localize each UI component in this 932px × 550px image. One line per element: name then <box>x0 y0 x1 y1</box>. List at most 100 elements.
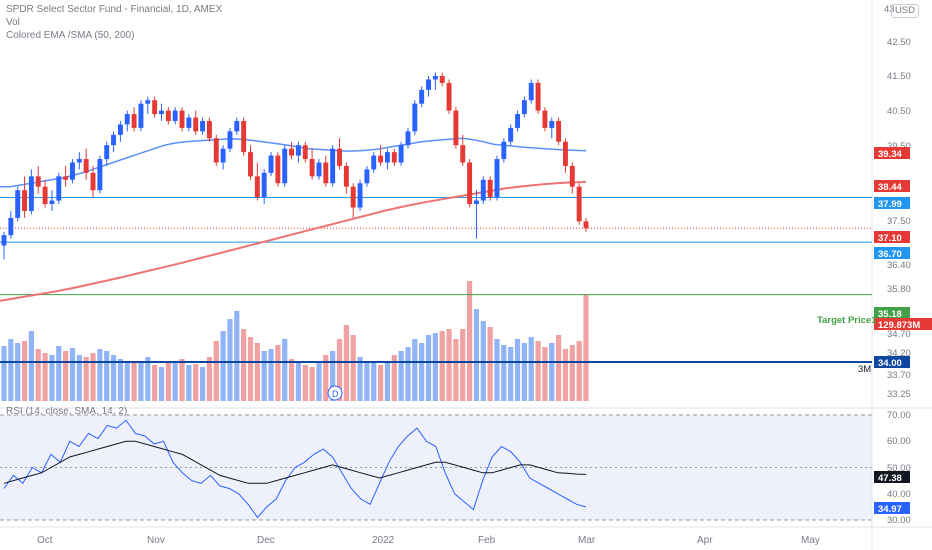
price-label-text: 37.99 <box>878 199 902 210</box>
candle-body <box>453 110 459 146</box>
candle-body <box>138 103 144 128</box>
price-tick: 34.70 <box>887 329 911 340</box>
candle-body <box>487 179 493 198</box>
candle-body <box>172 110 178 121</box>
price-label-text: 38.44 <box>878 182 902 193</box>
candle-body <box>254 176 260 198</box>
candle-body <box>56 176 62 201</box>
candle-body <box>480 179 486 201</box>
candle-body <box>378 155 384 163</box>
candle-body <box>330 148 336 184</box>
time-axis: Oct Nov Dec 2022 Feb Mar Apr May <box>37 535 820 546</box>
time-tick: 2022 <box>372 535 395 546</box>
price-label-box <box>874 318 932 330</box>
price-tick: 40.50 <box>887 106 911 117</box>
volume-bar <box>576 341 582 401</box>
volume-bar <box>501 345 507 401</box>
chart-legend: SPDR Select Sector Fund - Financial, 1D,… <box>6 3 222 42</box>
price-tick: 33.70 <box>887 370 911 381</box>
candle-body <box>28 176 34 211</box>
candle-body <box>227 131 233 149</box>
volume-bar <box>186 365 192 401</box>
top-price-label: 43 <box>884 4 895 15</box>
candle-body <box>145 100 151 104</box>
price-label-text: 36.70 <box>878 249 902 260</box>
candle-body <box>316 162 322 177</box>
price-label-box <box>874 307 910 319</box>
rsi-tick: 50.00 <box>887 463 911 474</box>
candle-body <box>186 117 192 128</box>
candle-body <box>542 110 548 128</box>
candle-body <box>576 186 582 222</box>
currency-button[interactable]: USD <box>890 4 919 18</box>
volume-bar <box>138 361 144 401</box>
volume-bar <box>1 346 7 401</box>
volume-bar <box>69 348 76 401</box>
time-tick: Apr <box>697 535 713 546</box>
volume-bar <box>583 295 589 401</box>
candle-body <box>124 114 130 125</box>
candle-body <box>268 155 274 173</box>
price-tick: 34.20 <box>887 348 911 359</box>
volume-bar <box>323 355 329 401</box>
volume-bar <box>220 331 226 401</box>
volume-bar <box>364 361 370 401</box>
volume-bar <box>521 343 527 401</box>
price-label-box <box>874 180 910 192</box>
volume-bar <box>104 351 110 401</box>
volume-bar <box>535 341 541 401</box>
candle-body <box>501 141 507 160</box>
rsi-value-box <box>874 502 910 514</box>
volume-bar <box>419 343 425 401</box>
time-tick: Feb <box>478 535 496 546</box>
volume-bar <box>76 355 82 401</box>
price-axis: 42.50 41.50 40.50 39.50 37.50 36.40 35.80 34.70… <box>887 37 911 526</box>
volume-bar <box>487 327 493 401</box>
candle-body <box>528 82 534 101</box>
volume-bar <box>254 343 260 401</box>
period-label: 3M <box>858 364 871 375</box>
volume-bar <box>97 349 103 401</box>
candle-body <box>152 100 158 115</box>
rsi-value: 34.97 <box>878 504 902 515</box>
rsi-tick: 70.00 <box>887 410 911 421</box>
volume-bar <box>124 361 130 401</box>
candle-body <box>261 172 267 198</box>
volume-bar <box>199 367 206 401</box>
price-labels: 39.3438.4437.9937.1036.7035.18129.873M34… <box>327 147 932 515</box>
volume-bar <box>42 353 48 401</box>
volume-bar <box>384 361 391 401</box>
time-tick: Mar <box>578 535 596 546</box>
candle-body <box>515 114 520 128</box>
rsi-background <box>0 414 872 521</box>
volume-bar <box>528 337 534 401</box>
time-tick: Oct <box>37 535 53 546</box>
candle-body <box>295 145 301 156</box>
candle-body <box>569 165 575 187</box>
rsi-label: RSI (14, close, SMA, 14, 2) <box>6 406 127 417</box>
volume-bar <box>391 355 397 401</box>
candle-body <box>371 155 377 170</box>
volume-bar <box>172 361 178 401</box>
volume-bar <box>302 365 308 401</box>
candle-body <box>309 159 315 177</box>
candle-body <box>357 183 363 208</box>
target-price-label: Target Price1 <box>817 315 877 326</box>
volume-bar <box>117 359 124 401</box>
rsi-tick: 60.00 <box>887 436 911 447</box>
volume-bar <box>63 351 69 401</box>
volume-bar <box>193 364 199 401</box>
sma200-line <box>0 180 587 302</box>
rsi-tick: 30.00 <box>887 515 911 526</box>
volume-bar <box>494 339 500 401</box>
volume-bar <box>8 339 14 401</box>
volume-bar <box>446 329 452 401</box>
symbol-title: SPDR Select Sector Fund - Financial, 1D,… <box>6 4 223 15</box>
volume-bar <box>330 351 336 401</box>
candle-body <box>398 145 404 163</box>
candle-body <box>35 176 41 187</box>
price-tick: 36.40 <box>887 260 911 271</box>
candle-body <box>289 148 295 156</box>
